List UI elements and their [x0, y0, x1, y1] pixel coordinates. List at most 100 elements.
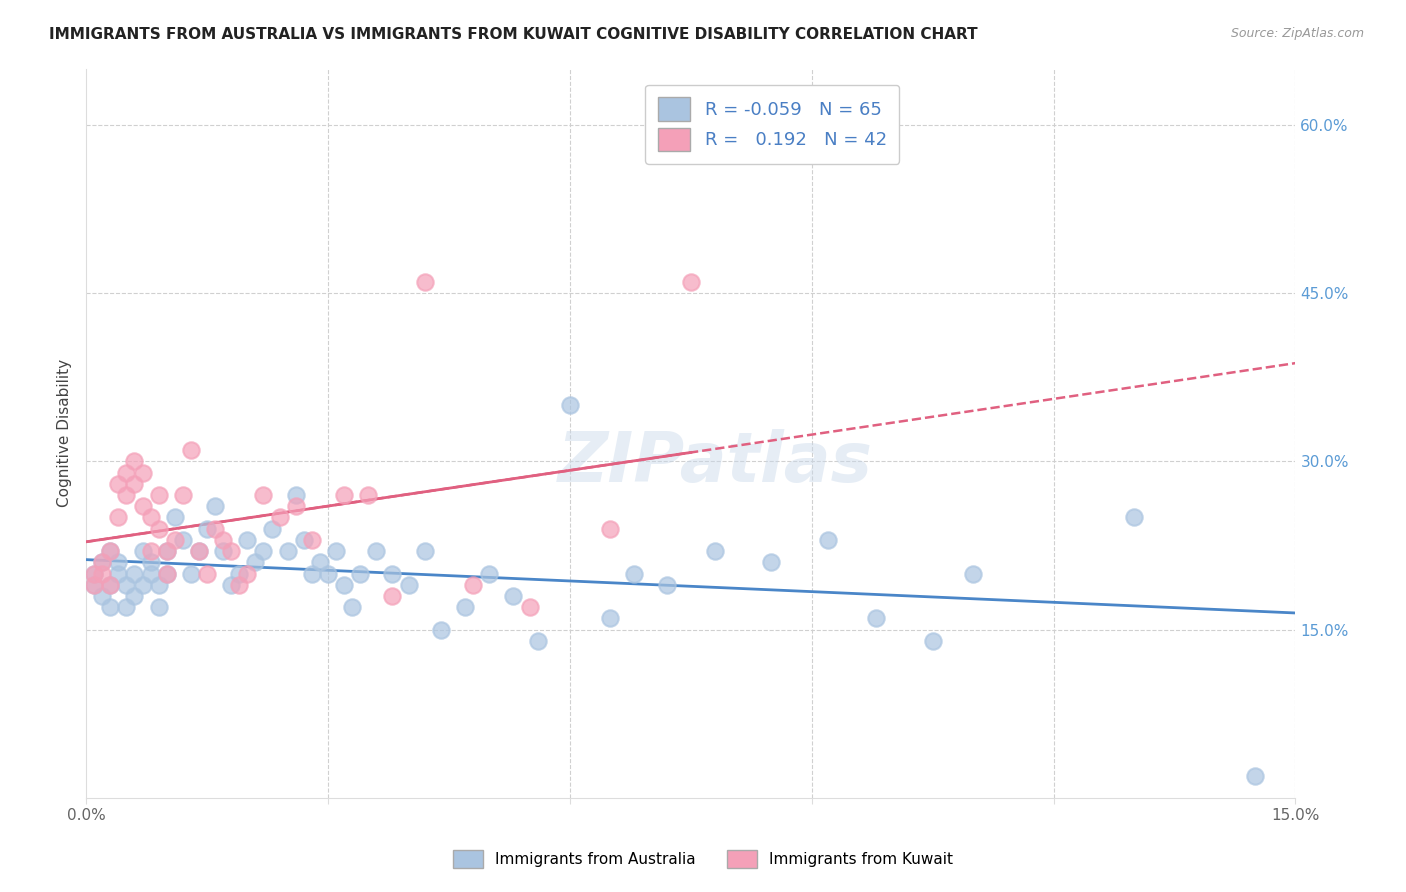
Point — [91, 555, 114, 569]
Point — [98, 544, 121, 558]
Point — [316, 566, 339, 581]
Point — [115, 600, 138, 615]
Point — [357, 488, 380, 502]
Point — [115, 488, 138, 502]
Point — [219, 544, 242, 558]
Point — [124, 476, 146, 491]
Point — [148, 522, 170, 536]
Point — [107, 510, 129, 524]
Point — [599, 522, 621, 536]
Point — [655, 578, 678, 592]
Point — [340, 600, 363, 615]
Point — [236, 566, 259, 581]
Point — [204, 500, 226, 514]
Point — [172, 533, 194, 547]
Point — [91, 589, 114, 603]
Point — [83, 578, 105, 592]
Text: Source: ZipAtlas.com: Source: ZipAtlas.com — [1230, 27, 1364, 40]
Text: IMMIGRANTS FROM AUSTRALIA VS IMMIGRANTS FROM KUWAIT COGNITIVE DISABILITY CORRELA: IMMIGRANTS FROM AUSTRALIA VS IMMIGRANTS … — [49, 27, 977, 42]
Point — [107, 555, 129, 569]
Point — [212, 544, 235, 558]
Point — [623, 566, 645, 581]
Point — [962, 566, 984, 581]
Point — [156, 544, 179, 558]
Point — [115, 578, 138, 592]
Point — [148, 600, 170, 615]
Point — [381, 566, 404, 581]
Point — [107, 476, 129, 491]
Point — [124, 566, 146, 581]
Point — [107, 566, 129, 581]
Point — [260, 522, 283, 536]
Point — [156, 566, 179, 581]
Point — [269, 510, 291, 524]
Point — [252, 544, 274, 558]
Point — [91, 566, 114, 581]
Point — [187, 544, 209, 558]
Point — [1244, 769, 1267, 783]
Point — [139, 544, 162, 558]
Point — [156, 544, 179, 558]
Point — [83, 578, 105, 592]
Point — [277, 544, 299, 558]
Point — [180, 443, 202, 458]
Point — [761, 555, 783, 569]
Point — [478, 566, 501, 581]
Point — [381, 589, 404, 603]
Point — [679, 275, 702, 289]
Point — [430, 623, 453, 637]
Point — [245, 555, 267, 569]
Point — [91, 555, 114, 569]
Point — [98, 578, 121, 592]
Point — [180, 566, 202, 581]
Point — [252, 488, 274, 502]
Point — [148, 488, 170, 502]
Point — [204, 522, 226, 536]
Point — [115, 466, 138, 480]
Point — [865, 611, 887, 625]
Point — [502, 589, 524, 603]
Point — [413, 275, 436, 289]
Point — [139, 566, 162, 581]
Point — [131, 466, 153, 480]
Point — [187, 544, 209, 558]
Point — [172, 488, 194, 502]
Point — [704, 544, 727, 558]
Point — [131, 544, 153, 558]
Point — [124, 454, 146, 468]
Point — [921, 634, 943, 648]
Point — [83, 566, 105, 581]
Point — [124, 589, 146, 603]
Point — [156, 566, 179, 581]
Point — [349, 566, 371, 581]
Point — [98, 578, 121, 592]
Point — [228, 578, 250, 592]
Point — [526, 634, 548, 648]
Text: ZIPatlas: ZIPatlas — [557, 429, 873, 496]
Point — [228, 566, 250, 581]
Point — [195, 566, 218, 581]
Point — [454, 600, 477, 615]
Point — [325, 544, 347, 558]
Point — [519, 600, 541, 615]
Point — [236, 533, 259, 547]
Point — [163, 510, 186, 524]
Point — [366, 544, 388, 558]
Point — [98, 544, 121, 558]
Legend: R = -0.059   N = 65, R =   0.192   N = 42: R = -0.059 N = 65, R = 0.192 N = 42 — [645, 85, 900, 164]
Point — [212, 533, 235, 547]
Point — [817, 533, 839, 547]
Point — [301, 566, 323, 581]
Point — [292, 533, 315, 547]
Point — [333, 578, 356, 592]
Point — [599, 611, 621, 625]
Point — [398, 578, 420, 592]
Point — [284, 488, 307, 502]
Point — [139, 555, 162, 569]
Point — [195, 522, 218, 536]
Point — [131, 500, 153, 514]
Point — [333, 488, 356, 502]
Point — [148, 578, 170, 592]
Point — [309, 555, 332, 569]
Point — [413, 544, 436, 558]
